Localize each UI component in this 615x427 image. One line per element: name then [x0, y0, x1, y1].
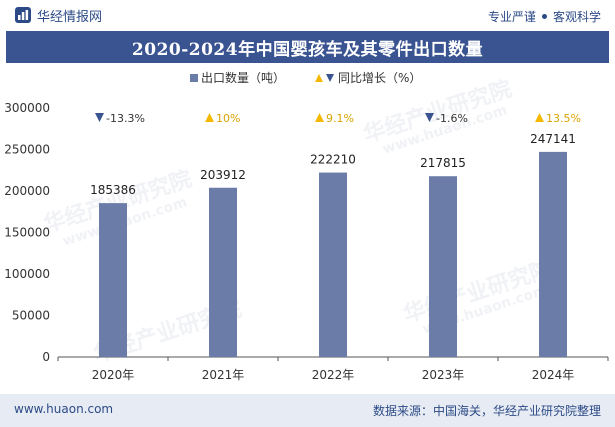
bar-chart: 出口数量（吨） 同比增长（%） 0 50000 100000 150000 200000 2… [4, 70, 609, 382]
legend: 出口数量（吨） 同比增长（%） [190, 70, 421, 85]
legend-up-triangle-icon [315, 74, 323, 82]
growth-label: -13.3% [106, 112, 145, 125]
growth-label: 10% [216, 112, 240, 125]
x-tick-label: 2022年 [312, 368, 355, 382]
bar-value-label: 222210 [310, 153, 356, 167]
bar-value-label: 247141 [530, 132, 576, 146]
y-tick-label: 250000 [4, 143, 50, 157]
bar [319, 172, 347, 357]
growth-up-icon [535, 113, 544, 122]
growth-down-icon [425, 113, 434, 122]
x-tick-label: 2023年 [422, 368, 465, 382]
chart-title-bar: 2020-2024年中国婴孩车及其零件出口数量 [6, 31, 609, 63]
y-tick-label: 300000 [4, 101, 50, 115]
slogan-left: 专业严谨 [487, 10, 536, 24]
footer: www.huaon.com 数据来源：中国海关，华经产业研究院整理 [0, 394, 615, 427]
legend-series-label: 出口数量（吨） [201, 70, 285, 85]
brand-name: 华经情报网 [37, 9, 103, 25]
x-tick-label: 2024年 [532, 368, 575, 382]
y-tick-label: 50000 [12, 309, 50, 323]
header-bar: 华经情报网 专业严谨 客观科学 [0, 0, 615, 30]
bars [99, 151, 567, 357]
growth-label: -1.6% [436, 112, 468, 125]
bar-value-label: 203912 [200, 168, 246, 182]
growth-down-icon [95, 113, 104, 122]
y-tick-label: 200000 [4, 184, 50, 198]
footer-site[interactable]: www.huaon.com [14, 402, 114, 416]
bar-value-label: 217815 [420, 156, 466, 170]
growth-label: 13.5% [546, 112, 581, 125]
value-labels: 185386 203912 222210 217815 247141 [90, 132, 576, 197]
brand: 华经情报网 [14, 6, 103, 25]
footer-source: 数据来源：中国海关，华经产业研究院整理 [372, 404, 601, 418]
legend-series-swatch [190, 74, 198, 82]
bar [539, 151, 567, 357]
bar [99, 203, 127, 357]
bar [209, 187, 237, 357]
x-tick-label: 2020年 [92, 368, 135, 382]
y-tick-label: 150000 [4, 226, 50, 240]
growth-labels: -13.3% 10% 9.1% -1.6% 13.5% [95, 112, 581, 125]
legend-growth-label: 同比增长（%） [338, 71, 421, 85]
y-tick-label: 0 [42, 350, 50, 364]
brand-logo-icon [15, 7, 31, 23]
slogan: 专业严谨 客观科学 [488, 8, 601, 25]
bar [429, 176, 457, 357]
legend-down-triangle-icon [326, 74, 334, 82]
chart-area: 华经产业研究院 www.huaon.com 华经产业研究院 www.huaon.… [0, 64, 615, 394]
y-axis: 0 50000 100000 150000 200000 250000 300000 [4, 101, 50, 364]
x-axis: 2020年 2021年 2022年 2023年 2024年 [57, 356, 609, 382]
separator-dot-icon [541, 14, 547, 19]
slogan-right: 客观科学 [552, 10, 601, 24]
y-tick-label: 100000 [4, 267, 50, 281]
growth-label: 9.1% [326, 112, 354, 125]
growth-up-icon [205, 113, 214, 122]
x-tick-label: 2021年 [202, 368, 245, 382]
chart-title: 2020-2024年中国婴孩车及其零件出口数量 [131, 39, 484, 60]
growth-up-icon [315, 113, 324, 122]
bar-value-label: 185386 [90, 183, 136, 197]
